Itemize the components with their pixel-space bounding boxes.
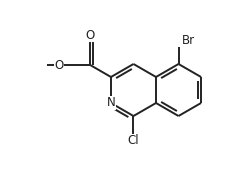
Text: O: O <box>54 59 63 72</box>
Text: N: N <box>106 96 115 109</box>
Text: Cl: Cl <box>128 135 139 148</box>
Text: O: O <box>86 29 95 42</box>
Text: Br: Br <box>182 33 195 46</box>
